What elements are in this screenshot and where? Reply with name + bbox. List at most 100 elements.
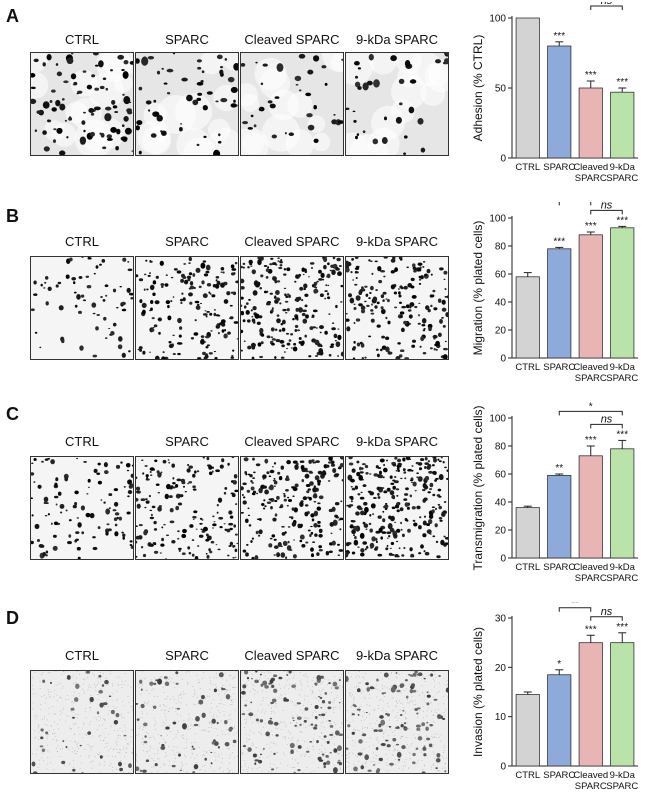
bar [515,694,540,767]
migration-bar-chart: 0 20 40 60 80 100 Migration (% plated cells) CT… [471,202,638,384]
panel-d: D CTRL SPARC Cleaved SPARC 9-kDa SPARC 0… [0,600,652,806]
micrograph-texture [241,457,343,559]
y-tick-label: 80 [495,242,507,253]
significance-label: *** [585,70,597,81]
micrograph-texture [346,53,448,155]
image-label-ctrl: CTRL [65,234,99,249]
x-tick-label: 9-kDa [610,562,636,573]
bar [578,455,603,559]
panel-label: A [6,6,19,26]
bracket-label: ns [601,2,613,7]
bar [610,642,635,767]
y-tick-label: 20 [495,526,507,537]
micrograph-texture [346,671,448,773]
bar [610,91,635,159]
micrograph-texture [241,257,343,359]
bar [610,448,635,559]
x-tick-label: CTRL [515,562,540,573]
bar [547,248,572,359]
bracket-label: * [589,402,593,412]
x-tick-label: SPARC [606,173,638,184]
comparison-bracket [590,616,623,621]
image-label-sparc: SPARC [165,234,209,249]
micrograph-texture [31,671,133,773]
image-label-ctrl: CTRL [65,648,99,663]
bar [547,45,572,159]
panel-label: C [6,404,19,424]
x-tick-label: 9-kDa [610,162,636,173]
x-tick-label: SPARC [575,781,607,792]
significance-label: *** [616,215,628,226]
micrograph-9kda-sparc [345,456,449,560]
y-axis-label: Transmigration (% plated cells) [471,406,485,571]
panel-a: A CTRL SPARC Cleaved SPARC 9-kDa SPARC 0… [0,0,652,200]
significance-label: * [557,659,561,670]
image-label-cleaved-sparc: Cleaved SPARC [244,648,340,663]
image-label-cleaved-sparc: Cleaved SPARC [244,32,340,47]
micrograph-sparc [135,456,239,560]
image-label-ctrl: CTRL [65,32,99,47]
bar [547,674,572,767]
comparison-bracket [558,202,592,206]
micrograph-cleaved-sparc [240,670,344,774]
x-tick-label: SPARC [575,373,607,384]
significance-label: *** [553,236,565,247]
comparison-bracket [590,5,623,10]
micrograph-cleaved-sparc [240,52,344,156]
x-tick-label: SPARC [543,362,575,373]
image-label-sparc: SPARC [165,648,209,663]
y-tick-label: 0 [500,762,506,773]
x-tick-label: SPARC [606,373,638,384]
panel-b: B CTRL SPARC Cleaved SPARC 9-kDa SPARC 0… [0,200,652,400]
x-tick-label: Cleaved [573,562,608,573]
micrograph-texture [346,457,448,559]
y-tick-label: 30 [495,614,507,625]
y-tick-label: 40 [495,498,507,509]
panel-label: B [6,206,19,226]
significance-label: *** [585,221,597,232]
invasion-bar-chart: 0 10 20 30 Invasion (% plated cells) CTRL * SPA… [471,602,638,792]
micrograph-cleaved-sparc [240,256,344,360]
comparison-bracket [558,410,623,416]
image-label-9kda-sparc: 9-kDa SPARC [355,648,439,663]
x-tick-label: SPARC [575,173,607,184]
micrograph-9kda-sparc [345,670,449,774]
bracket-label: ns [601,413,613,425]
bracket-label: ns [601,202,613,211]
bar [578,234,603,359]
x-tick-label: SPARC [543,162,575,173]
significance-label: *** [616,77,628,88]
micrograph-ctrl [30,256,134,360]
y-tick-label: 20 [495,663,507,674]
y-tick-label: 100 [489,14,506,25]
y-tick-label: 80 [495,442,507,453]
bar [578,87,603,159]
x-tick-label: Cleaved [573,162,608,173]
bracket-label: ** [571,602,579,609]
micrograph-texture [136,257,238,359]
micrograph-texture [241,53,343,155]
comparison-bracket [590,209,623,215]
micrograph-texture [31,457,133,559]
y-axis-label: Invasion (% plated cells) [471,627,485,757]
micrograph-sparc [135,256,239,360]
significance-label: *** [553,31,565,42]
y-tick-label: 60 [495,470,507,481]
y-axis-label: Migration (% plated cells) [471,221,485,356]
micrograph-sparc [135,670,239,774]
x-tick-label: CTRL [515,362,540,373]
x-tick-label: SPARC [606,573,638,584]
micrograph-texture [136,53,238,155]
significance-label: *** [585,435,597,446]
x-tick-label: SPARC [543,562,575,573]
panel-label: D [6,608,19,628]
image-label-cleaved-sparc: Cleaved SPARC [244,434,340,449]
micrograph-cleaved-sparc [240,456,344,560]
adhesion-bar-chart: 0 50 100 Adhesion (% CTRL) CTRL *** SPARC *** Cl… [471,2,638,184]
image-label-sparc: SPARC [165,434,209,449]
micrograph-texture [136,671,238,773]
x-tick-label: 9-kDa [610,362,636,373]
x-tick-label: Cleaved [573,362,608,373]
y-axis-label: Adhesion (% CTRL) [471,35,485,142]
image-label-9kda-sparc: 9-kDa SPARC [355,434,439,449]
